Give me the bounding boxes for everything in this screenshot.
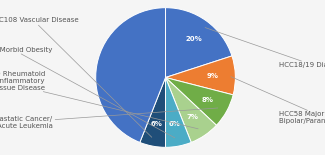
Wedge shape — [165, 8, 232, 78]
Text: HCC40 Rheumatoid
Arthritis/Inflammatory
Connective Tissue Disease: HCC40 Rheumatoid Arthritis/Inflammatory … — [0, 71, 198, 129]
Text: 8%: 8% — [201, 97, 213, 103]
Wedge shape — [96, 8, 165, 142]
Wedge shape — [140, 78, 165, 147]
Text: 6%: 6% — [151, 121, 162, 127]
Wedge shape — [165, 78, 233, 125]
Text: 6%: 6% — [168, 121, 180, 127]
Text: 20%: 20% — [185, 36, 202, 42]
Wedge shape — [165, 78, 191, 147]
Text: 7%: 7% — [186, 114, 198, 120]
Text: 9%: 9% — [207, 73, 219, 79]
Text: HCC22 Morbid Obesity: HCC22 Morbid Obesity — [0, 46, 175, 138]
Wedge shape — [165, 78, 216, 142]
Text: HCC108 Vascular Disease: HCC108 Vascular Disease — [0, 17, 152, 137]
Text: HCC8 Metastatic Cancer/
Acute Leukemia: HCC8 Metastatic Cancer/ Acute Leukemia — [0, 108, 218, 129]
Text: HCC18/19 Diabetes: HCC18/19 Diabetes — [205, 28, 325, 68]
Text: HCC58 Major Depressive/
Bipolar/Paranoid Disorders: HCC58 Major Depressive/ Bipolar/Paranoid… — [231, 77, 325, 124]
Wedge shape — [165, 56, 235, 95]
